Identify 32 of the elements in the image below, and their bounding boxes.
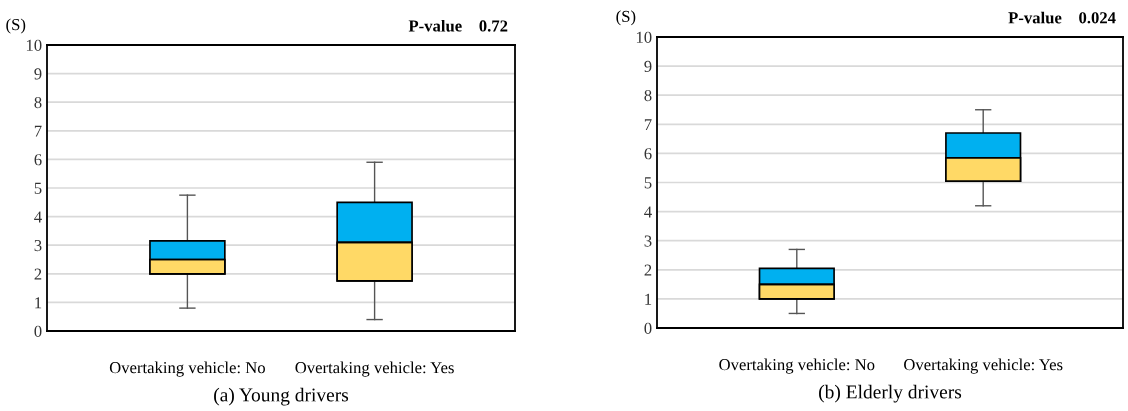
text: P-value 0.72: [408, 19, 508, 32]
y-tick-label: 3: [644, 235, 652, 247]
x-tick-label: Overtaking vehicle: No: [109, 361, 265, 377]
y-tick-label: 9: [34, 68, 42, 80]
y-tick-label: 1: [35, 297, 42, 309]
y-tick-label: 6: [34, 154, 42, 166]
y-tick-label: 8: [34, 96, 42, 109]
y-tick-label: 5: [644, 177, 652, 189]
y-tick-label: 6: [644, 148, 652, 160]
y-tick-label: 1: [645, 293, 652, 305]
y-tick-label: 2: [644, 264, 652, 276]
y-tick-label: 7: [644, 119, 652, 131]
y-axis-title: (S): [616, 10, 636, 26]
text: P-value 0.024: [1008, 11, 1116, 24]
x-tick-label: Overtaking vehicle: Yes: [904, 358, 1063, 374]
y-tick-label: 2: [34, 268, 42, 280]
y-tick-label: 10: [636, 31, 652, 43]
y-tick-label: 4: [644, 206, 652, 218]
y-tick-label: 4: [34, 211, 42, 223]
y-tick-label: 10: [26, 39, 42, 51]
y-tick-label: 3: [34, 239, 42, 252]
y-axis-title: (S): [6, 18, 26, 34]
y-tick-label: 8: [644, 89, 652, 102]
x-axis-title: (a) Young drivers: [214, 387, 349, 406]
y-tick-label: 9: [644, 60, 652, 73]
x-axis-title: (b) Elderly drivers: [819, 384, 962, 403]
x-tick-label: Overtaking vehicle: Yes: [295, 361, 454, 377]
y-tick-label: 0: [34, 325, 42, 337]
y-tick-label: 7: [34, 125, 42, 137]
x-tick-label: Overtaking vehicle: No: [719, 358, 875, 374]
y-tick-label: 5: [34, 182, 42, 194]
y-tick-label: 0: [644, 322, 652, 334]
